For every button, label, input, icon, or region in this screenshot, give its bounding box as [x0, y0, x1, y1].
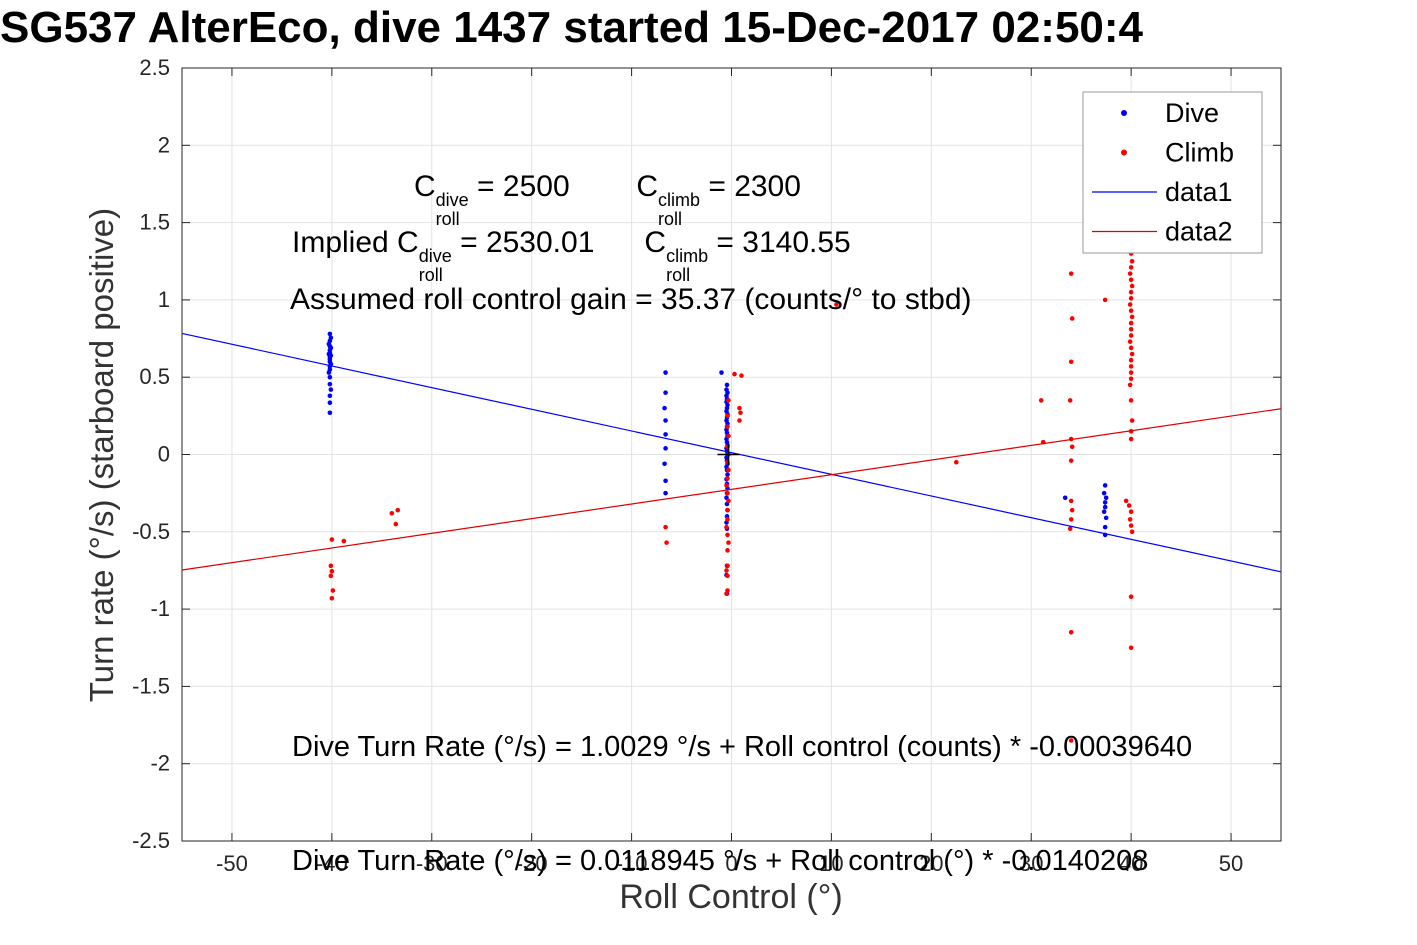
equation-dive-counts: Dive Turn Rate (°/s) = 1.0029 °/s + Roll…	[292, 731, 1193, 763]
svg-text:30: 30	[1019, 851, 1043, 876]
svg-text:-50: -50	[216, 851, 248, 876]
svg-text:0: 0	[725, 851, 737, 876]
series-data1	[181, 332, 1282, 573]
svg-text:-0.5: -0.5	[132, 519, 170, 544]
svg-text:-2.5: -2.5	[132, 828, 170, 853]
legend-marker-climb-icon	[1121, 149, 1127, 156]
svg-text:-20: -20	[516, 851, 548, 876]
legend: Dive Climb data1 data2	[1082, 91, 1263, 254]
y-axis-label: Turn rate (°/s) (starboard positive)	[83, 207, 120, 703]
svg-text:0: 0	[158, 442, 170, 467]
chart-title: SG537 AlterEco, dive 1437 started 15-Dec…	[0, 3, 1144, 52]
fit-equations: Dive Turn Rate (°/s) = 1.0029 °/s + Roll…	[292, 652, 1192, 945]
svg-text:10: 10	[819, 851, 843, 876]
svg-text:-10: -10	[616, 851, 648, 876]
sup-sub-stack: climb roll	[666, 245, 709, 285]
svg-text:2: 2	[158, 132, 170, 157]
legend-marker-dive-icon	[1121, 110, 1127, 116]
legend-label-data2: data2	[1165, 217, 1233, 247]
sup-sub-stack: climb roll	[657, 189, 700, 229]
svg-text:50: 50	[1219, 851, 1243, 876]
legend-label-climb: Climb	[1165, 138, 1234, 168]
legend-label-dive: Dive	[1165, 98, 1219, 128]
svg-text:20: 20	[919, 851, 943, 876]
series-data2	[181, 408, 1282, 571]
svg-text:-30: -30	[416, 851, 448, 876]
axis-ticks	[182, 67, 1281, 842]
equation-dive-deg: Dive Turn Rate (°/s) = 0.0118945 °/s + R…	[292, 845, 1149, 877]
svg-text:1: 1	[158, 287, 170, 312]
y-tick-labels: -2.5 -2 -1.5 -1 -0.5 0 0.5 1 1.5 2 2.5	[132, 55, 170, 853]
svg-text:0.5: 0.5	[139, 364, 170, 389]
sup-sub-stack: dive roll	[435, 189, 469, 229]
x-axis-label: Roll Control (°)	[619, 878, 843, 916]
series-climb	[328, 251, 1135, 743]
legend-box	[1082, 91, 1263, 254]
legend-entry-climb: Climb	[1121, 138, 1234, 168]
svg-text:-1.5: -1.5	[132, 673, 170, 698]
svg-text:-40: -40	[316, 851, 348, 876]
legend-label-data1: data1	[1165, 177, 1233, 207]
svg-text:-1: -1	[150, 596, 170, 621]
svg-text:1.5: 1.5	[139, 210, 170, 235]
svg-text:-2: -2	[150, 751, 170, 776]
annotation-roll-gain: Assumed roll control gain = 35.37 (count…	[290, 283, 972, 316]
sup-sub-stack: dive roll	[418, 245, 452, 285]
series-origin-marker	[717, 443, 740, 466]
legend-entry-data2: data2	[1092, 217, 1233, 247]
svg-text:2.5: 2.5	[139, 55, 170, 80]
legend-entry-dive: Dive	[1121, 98, 1219, 128]
legend-entry-data1: data1	[1092, 177, 1233, 207]
x-tick-labels: -50 -40 -30 -20 -10 0 10 20 30 40 50	[216, 851, 1243, 876]
svg-text:40: 40	[1119, 851, 1143, 876]
